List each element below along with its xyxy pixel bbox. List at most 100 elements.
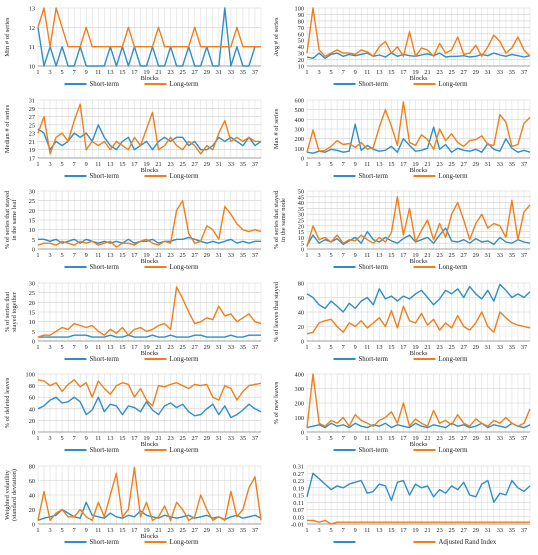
x-tick-label: 17 bbox=[400, 252, 406, 259]
y-tick-label: -0.01 bbox=[291, 522, 304, 529]
x-tick-label: 5 bbox=[330, 69, 333, 76]
series-line-short-term bbox=[306, 52, 531, 59]
x-axis-label: Blocks bbox=[409, 350, 428, 357]
legend-label-long: Long-term bbox=[170, 447, 200, 454]
x-tick-label: 29 bbox=[473, 252, 479, 259]
legend-label-short: Short-term bbox=[359, 264, 389, 271]
y-tick-label: 5 bbox=[32, 329, 35, 336]
y-tick-label: 15 bbox=[298, 229, 304, 236]
x-tick-label: 35 bbox=[509, 69, 515, 76]
y-tick-label: 0.19 bbox=[293, 485, 304, 492]
x-tick-label: 25 bbox=[180, 69, 186, 76]
x-tick-label: 31 bbox=[216, 527, 222, 534]
legend-label-long: Long-term bbox=[170, 539, 200, 546]
x-tick-label: 7 bbox=[342, 252, 345, 259]
x-tick-label: 33 bbox=[497, 69, 503, 76]
y-tick-label: 80 bbox=[298, 281, 304, 288]
x-tick-label: 23 bbox=[436, 527, 442, 534]
y-tick-label: 100 bbox=[295, 415, 304, 422]
x-tick-label: 5 bbox=[330, 435, 333, 442]
x-tick-label: 15 bbox=[388, 527, 394, 534]
x-tick-label: 15 bbox=[119, 435, 125, 442]
x-tick-label: 27 bbox=[461, 435, 467, 442]
x-tick-label: 13 bbox=[107, 252, 113, 259]
x-tick-label: 3 bbox=[317, 344, 320, 351]
x-tick-label: 23 bbox=[436, 344, 442, 351]
x-tick-label: 13 bbox=[376, 161, 382, 168]
x-tick-label: 33 bbox=[497, 344, 503, 351]
x-tick-label: 21 bbox=[155, 527, 161, 534]
x-axis-label: Blocks bbox=[140, 441, 159, 448]
x-tick-label: 5 bbox=[330, 344, 333, 351]
series-line-long-term bbox=[306, 373, 531, 428]
x-tick-label: 5 bbox=[330, 252, 333, 259]
y-tick-label: 0.27 bbox=[293, 471, 304, 478]
y-tick-label: 0 bbox=[301, 156, 304, 163]
x-tick-label: 33 bbox=[228, 161, 234, 168]
series-line-short-term bbox=[306, 283, 531, 313]
x-tick-label: 9 bbox=[85, 527, 88, 534]
x-tick-label: 35 bbox=[240, 161, 246, 168]
x-tick-label: 5 bbox=[330, 527, 333, 534]
y-tick-label: 300 bbox=[295, 386, 304, 393]
legend-label-long: Long-term bbox=[439, 264, 469, 271]
x-tick-label: 11 bbox=[95, 435, 101, 442]
x-tick-label: 19 bbox=[412, 69, 418, 76]
x-tick-label: 1 bbox=[36, 344, 39, 351]
x-tick-label: 11 bbox=[364, 69, 370, 76]
x-tick-label: 13 bbox=[107, 344, 113, 351]
x-axis-label: Blocks bbox=[140, 533, 159, 540]
x-tick-label: 27 bbox=[192, 527, 198, 534]
x-tick-label: 23 bbox=[436, 435, 442, 442]
x-tick-label: 31 bbox=[216, 435, 222, 442]
x-tick-label: 19 bbox=[143, 252, 149, 259]
y-tick-label: 80 bbox=[29, 464, 35, 471]
x-tick-label: 25 bbox=[449, 527, 455, 534]
y-tick-label: 0.07 bbox=[293, 507, 304, 514]
x-tick-label: 37 bbox=[521, 435, 527, 442]
x-tick-label: 3 bbox=[48, 161, 51, 168]
y-tick-label: 60 bbox=[29, 395, 35, 402]
x-tick-label: 37 bbox=[252, 344, 258, 351]
x-tick-label: 7 bbox=[73, 344, 76, 351]
y-tick-label: 19 bbox=[29, 147, 35, 154]
legend-label-long: Long-term bbox=[170, 264, 200, 271]
series-line-short-term bbox=[38, 334, 261, 338]
x-tick-label: 7 bbox=[342, 435, 345, 442]
x-tick-label: 7 bbox=[342, 69, 345, 76]
y-tick-label: 0 bbox=[301, 430, 304, 437]
y-tick-label: 100 bbox=[295, 6, 304, 13]
x-tick-label: 1 bbox=[36, 527, 39, 534]
x-tick-label: 25 bbox=[449, 252, 455, 259]
y-tick-label: 40 bbox=[298, 310, 304, 317]
series-line-short-term bbox=[306, 227, 531, 246]
series-line-short-term bbox=[306, 123, 531, 154]
x-axis-label: Blocks bbox=[409, 167, 428, 174]
y-axis-label: in the same node bbox=[280, 198, 287, 242]
x-tick-label: 17 bbox=[400, 344, 406, 351]
x-tick-label: 3 bbox=[317, 252, 320, 259]
x-tick-label: 23 bbox=[167, 69, 173, 76]
y-tick-label: 0.15 bbox=[293, 493, 304, 500]
x-tick-label: 17 bbox=[131, 69, 137, 76]
x-tick-label: 31 bbox=[485, 527, 491, 534]
x-tick-label: 29 bbox=[473, 69, 479, 76]
x-tick-label: 37 bbox=[252, 69, 258, 76]
y-tick-label: 80 bbox=[29, 383, 35, 390]
x-tick-label: 3 bbox=[317, 69, 320, 76]
x-tick-label: 27 bbox=[192, 344, 198, 351]
x-tick-label: 9 bbox=[85, 435, 88, 442]
x-tick-label: 29 bbox=[204, 527, 210, 534]
x-tick-label: 9 bbox=[85, 69, 88, 76]
series-line-long-term bbox=[306, 101, 531, 153]
x-tick-label: 19 bbox=[412, 344, 418, 351]
x-tick-label: 23 bbox=[167, 527, 173, 534]
x-tick-label: 11 bbox=[95, 527, 101, 534]
x-tick-label: 27 bbox=[192, 435, 198, 442]
x-tick-label: 3 bbox=[48, 252, 51, 259]
x-tick-label: 3 bbox=[317, 527, 320, 534]
y-tick-label: 12 bbox=[29, 25, 35, 32]
